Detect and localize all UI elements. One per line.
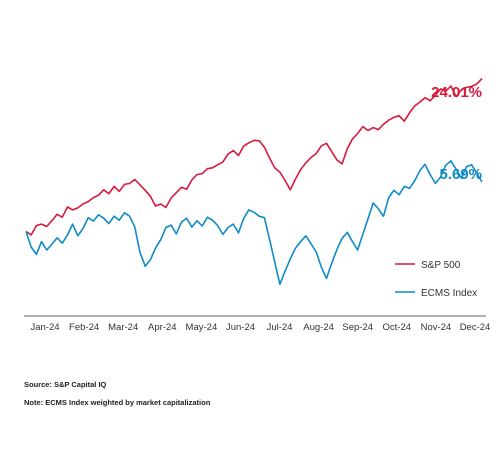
source-note: Source: S&P Capital IQ [24, 380, 107, 389]
x-tick-labels: Jan-24 Feb-24 Mar-24 Apr-24 May-24 Jun-24 Jul-… [30, 322, 490, 333]
x-tick-label: Feb-24 [69, 322, 99, 333]
sp500-line [25, 78, 483, 236]
legend-label-sp500: S&P 500 [421, 260, 461, 271]
series-layer [25, 78, 483, 286]
x-tick-label: Aug-24 [303, 322, 334, 333]
x-tick-label: Jan-24 [30, 322, 59, 333]
ecms-index-line [25, 160, 483, 286]
x-tick-label: Apr-24 [148, 322, 177, 333]
x-tick-label: Jun-24 [226, 322, 255, 333]
x-tick-label: May-24 [186, 322, 218, 333]
legend-label-ecms: ECMS Index [421, 288, 477, 299]
sp500-end-label: 24.01% [431, 84, 482, 101]
x-tick-label: Nov-24 [421, 322, 452, 333]
x-tick-label: Oct-24 [383, 322, 412, 333]
x-tick-label: Dec-24 [460, 322, 491, 333]
ecms-end-label: 5.69% [439, 166, 482, 183]
x-tick-label: Mar-24 [108, 322, 138, 333]
x-tick-label: Sep-24 [342, 322, 373, 333]
x-tick-label: Jul-24 [267, 322, 293, 333]
legend: S&P 500 ECMS Index [395, 260, 477, 299]
footnote: Note: ECMS Index weighted by market capi… [24, 398, 211, 407]
